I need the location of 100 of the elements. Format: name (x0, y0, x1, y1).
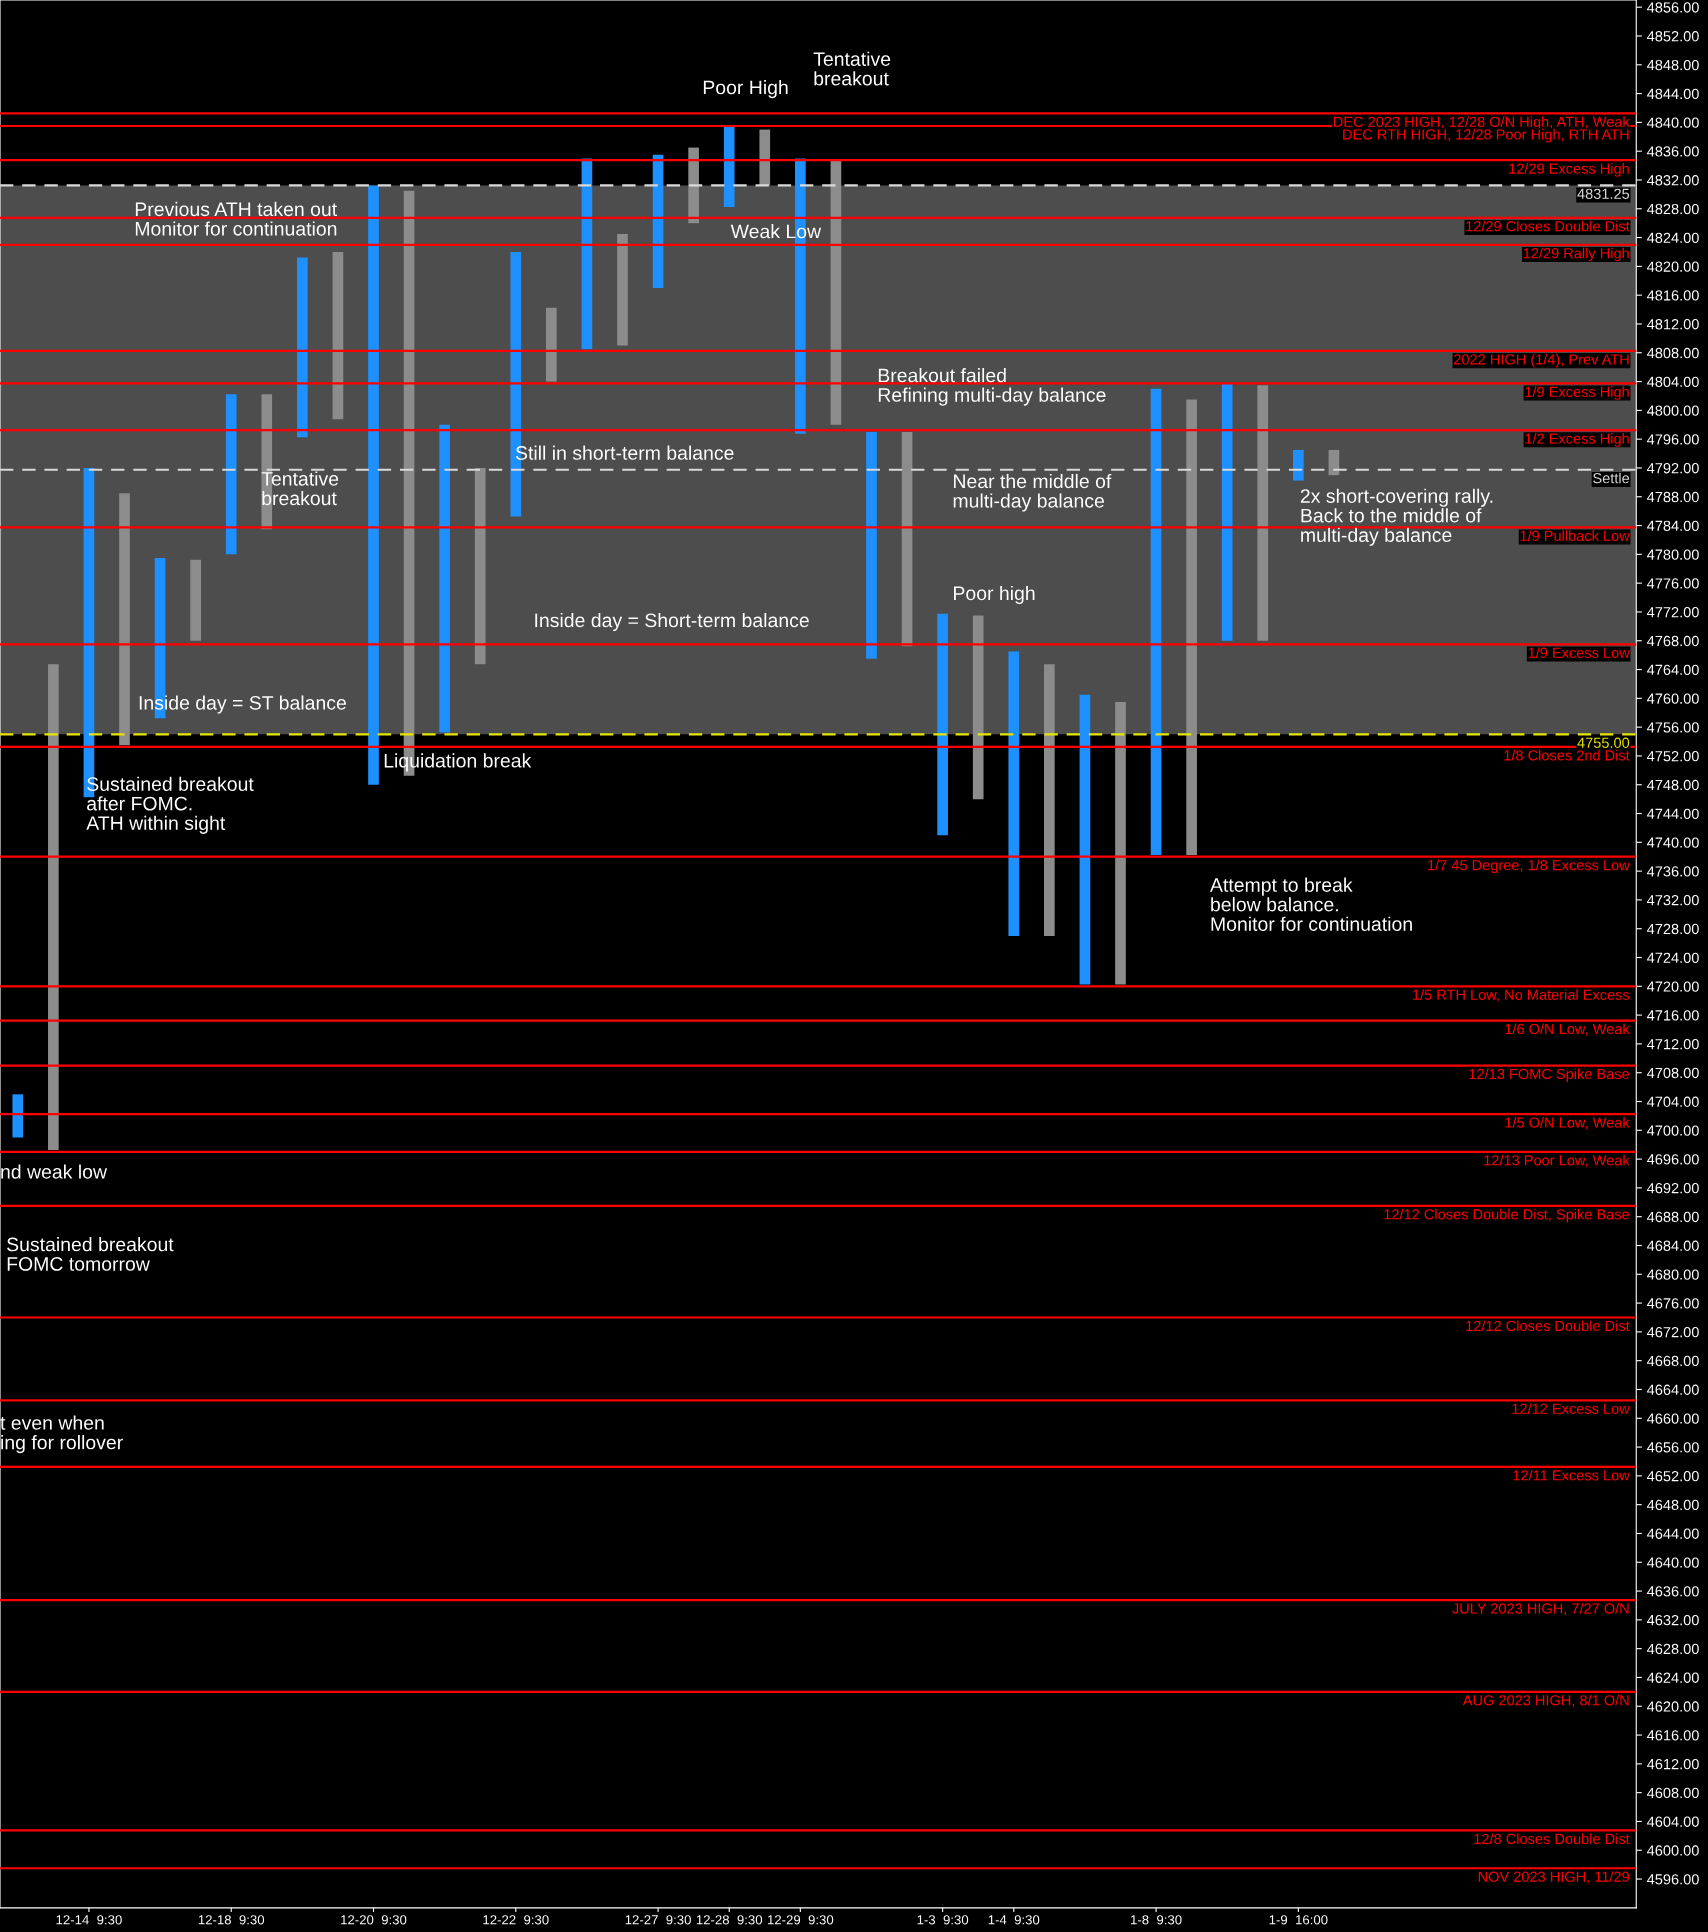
y-tick-label: 4656.00 (1647, 1442, 1699, 1453)
bar (866, 431, 877, 659)
y-tick-label: 4856.00 (1647, 2, 1699, 13)
y-tick-label: 4804.00 (1647, 376, 1699, 387)
y-tick-label: 4616.00 (1647, 1730, 1699, 1741)
x-tick-label: 1-4 9:30 (988, 1915, 1040, 1925)
y-tick-label: 4688.00 (1647, 1211, 1699, 1223)
bar (439, 424, 450, 733)
y-tick-label: 4732.00 (1647, 895, 1699, 906)
ref-line-label: 4755.00 (1577, 737, 1630, 748)
bar (225, 394, 237, 555)
y-tick-label: 4644.00 (1647, 1528, 1699, 1539)
bar (474, 467, 486, 665)
x-tick-label: 12-28 9:30 (696, 1915, 763, 1925)
y-tick-label: 4808.00 (1647, 347, 1699, 359)
bar (1186, 399, 1197, 855)
y-tick-label: 4712.00 (1647, 1039, 1699, 1050)
y-tick-label: 4836.00 (1647, 146, 1699, 157)
y-tick-label: 4652.00 (1647, 1470, 1699, 1482)
bar (546, 307, 557, 382)
bar (1221, 383, 1233, 641)
annotation: Near the middle of multi-day balance (953, 473, 1112, 512)
y-tick-label: 4620.00 (1647, 1701, 1699, 1712)
bar (1115, 701, 1126, 985)
y-tick-label: 4672.00 (1647, 1327, 1699, 1338)
y-tick-label: 4632.00 (1647, 1614, 1699, 1626)
y-tick-label: 4668.00 (1647, 1355, 1699, 1367)
y-tick-label: 4604.00 (1647, 1816, 1699, 1827)
y-tick-label: 4764.00 (1647, 664, 1699, 675)
ref-line-label: 12/12 Closes Double Dist (1466, 1320, 1630, 1332)
ref-line-label: AUG 2023 HIGH, 8/1 O/N (1462, 1694, 1629, 1708)
annotation: Tentative breakout (261, 471, 339, 506)
y-tick-label: 4740.00 (1647, 837, 1699, 848)
y-tick-label: 4828.00 (1647, 203, 1699, 215)
annotation: Sustained breakout FOMC tomorrow (7, 1237, 174, 1271)
y-tick-label: 4748.00 (1647, 779, 1699, 791)
y-tick-label: 4648.00 (1647, 1499, 1699, 1511)
y-tick-label: 4696.00 (1647, 1154, 1699, 1165)
y-tick-label: 4848.00 (1647, 59, 1699, 71)
annotation: Attempt to break below balance. Monitor for continuation (1209, 877, 1412, 931)
bar (297, 257, 308, 438)
y-tick-label: 4824.00 (1647, 232, 1699, 244)
x-tick-label: 12-27 9:30 (625, 1915, 691, 1925)
y-tick-label: 4776.00 (1647, 578, 1699, 589)
y-tick-label: 4840.00 (1647, 117, 1699, 128)
ref-line-label: 4831.25 (1577, 188, 1630, 199)
y-tick-label: 4832.00 (1647, 175, 1699, 186)
bar (830, 160, 842, 425)
ref-line-label: 1/9 Excess Low (1528, 647, 1630, 658)
ref-line-label: JULY 2023 HIGH, 7/27 O/N (1452, 1602, 1629, 1616)
bar (48, 664, 59, 1151)
ref-line-label: 2022 HIGH (1/4), Prev ATH (1454, 353, 1629, 368)
bar (1257, 385, 1269, 641)
y-tick-label: 4720.00 (1647, 981, 1699, 992)
ref-line-label: 12/29 Closes Double Dist (1466, 220, 1630, 232)
y-tick-label: 4800.00 (1647, 405, 1699, 416)
annotation: Liquidation break (384, 753, 532, 772)
y-tick-label: 4684.00 (1647, 1240, 1699, 1251)
annotation: nd weak low (1, 1164, 108, 1179)
y-tick-label: 4708.00 (1647, 1067, 1699, 1079)
annotation: Breakout failed Refining multi-day balance (878, 368, 1106, 406)
y-tick-label: 4812.00 (1647, 319, 1699, 330)
y-tick-label: 4704.00 (1647, 1096, 1699, 1107)
x-tick-label: 12-20 9:30 (341, 1915, 407, 1925)
ref-line-label: 1/9 Pullback Low (1520, 530, 1630, 541)
ref-line-label: 1/7 45 Degree, 1/8 Excess Low (1428, 859, 1630, 874)
y-tick-label: 4852.00 (1647, 31, 1699, 42)
y-tick-label: 4788.00 (1647, 491, 1699, 503)
y-tick-label: 4624.00 (1647, 1672, 1699, 1683)
ref-line-label: 1/8 Closes 2nd Dist (1504, 749, 1630, 761)
bar (1044, 664, 1055, 936)
x-tick-label: 1-9 16:00 (1269, 1915, 1328, 1925)
ref-line-label: 1/9 Excess High (1525, 386, 1629, 400)
y-tick-label: 4756.00 (1647, 722, 1699, 733)
bar (12, 1094, 24, 1138)
y-tick-label: 4692.00 (1647, 1183, 1699, 1194)
bar (617, 233, 628, 346)
annotation: Previous ATH taken out Monitor for continuation (135, 201, 337, 236)
ref-line-label: 12/13 Poor Low, Weak (1484, 1154, 1630, 1168)
y-tick-label: 4796.00 (1647, 434, 1699, 445)
annotation: Inside day = Short-term balance (535, 612, 809, 632)
y-tick-label: 4660.00 (1647, 1413, 1699, 1424)
x-tick-label: 12-22 9:30 (483, 1915, 549, 1925)
y-tick-label: 4768.00 (1647, 635, 1699, 647)
ref-line-label: 12/11 Excess Low (1513, 1469, 1630, 1481)
y-tick-label: 4636.00 (1647, 1586, 1699, 1597)
ref-line-label: DEC RTH HIGH, 12/28 Poor High, RTH ATH (1343, 128, 1629, 143)
bar (1079, 694, 1091, 985)
y-tick-label: 4680.00 (1647, 1269, 1699, 1280)
annotation: Poor High (703, 80, 788, 99)
y-tick-label: 4820.00 (1647, 261, 1699, 272)
ref-line-label: 1/2 Excess High (1525, 433, 1629, 447)
y-tick-label: 4612.00 (1647, 1758, 1699, 1770)
y-tick-label: 4600.00 (1647, 1845, 1699, 1856)
ref-line-label: 12/29 Excess High (1509, 163, 1629, 177)
ref-line-label: 1/6 O/N Low, Weak (1505, 1023, 1630, 1036)
x-tick-label: 12-18 9:30 (198, 1915, 265, 1925)
ref-line-label: 12/12 Closes Double Dist, Spike Base (1384, 1208, 1630, 1223)
ref-line-label: DEC 2023 HIGH, 12/28 O/N High, ATH, Weak (1333, 116, 1630, 130)
y-tick-label: 4728.00 (1647, 923, 1699, 935)
